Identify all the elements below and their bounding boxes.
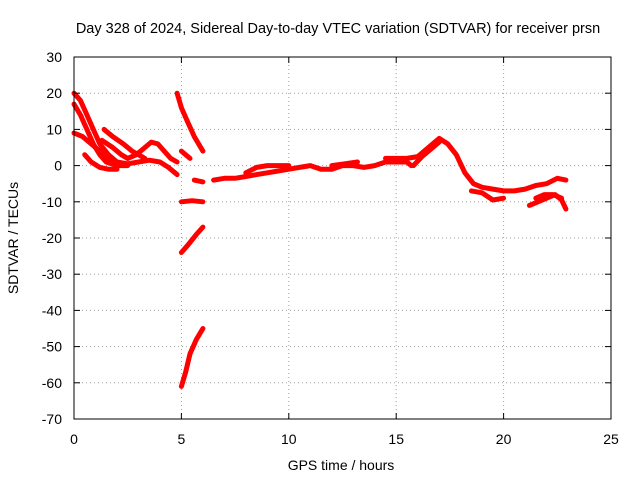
- x-axis-label: GPS time / hours: [288, 457, 395, 473]
- series-arc-18: [410, 139, 442, 169]
- series-arc-14: [211, 159, 414, 183]
- data-series: [71, 90, 569, 389]
- x-tick-label: 5: [178, 431, 186, 447]
- y-tick-label: -60: [42, 375, 62, 391]
- y-tick-label: 20: [46, 85, 62, 101]
- x-tick-label: 0: [70, 431, 78, 447]
- y-tick-label: -50: [42, 339, 62, 355]
- x-tick-label: 15: [388, 431, 404, 447]
- series-arc-12: [178, 326, 206, 389]
- y-tick-label: -70: [42, 411, 62, 427]
- y-tick-label: -20: [42, 230, 62, 246]
- grid: [74, 57, 611, 419]
- series-arc-15: [243, 163, 292, 176]
- series-arc-10: [178, 198, 206, 205]
- y-tick-label: 10: [46, 121, 62, 137]
- series-arc-3: [71, 130, 113, 165]
- x-tick-label: 25: [603, 431, 619, 447]
- series-arc-9: [178, 148, 193, 161]
- y-tick-label: 30: [46, 49, 62, 65]
- series-arc-5: [101, 126, 148, 161]
- series-arc-6: [99, 137, 131, 161]
- y-axis-label: SDTVAR / TECUs: [5, 182, 21, 294]
- series-arc-7: [125, 139, 180, 165]
- y-tick-label: -30: [42, 266, 62, 282]
- y-tick-label: -40: [42, 302, 62, 318]
- y-axis: 30 20 10 0 -10 -20 -30 -40 -50 -60 -70: [42, 49, 611, 427]
- x-tick-label: 20: [496, 431, 512, 447]
- series-arc-1: [71, 90, 180, 178]
- series-arc-19: [468, 188, 507, 203]
- series-arc-16: [329, 159, 360, 169]
- series-arc-4: [82, 152, 120, 172]
- series-arc-13: [191, 177, 206, 185]
- series-arc-8: [174, 90, 206, 154]
- series-arc-21: [533, 192, 565, 201]
- x-tick-label: 10: [281, 431, 297, 447]
- series-arc-11: [178, 224, 206, 255]
- y-tick-label: -10: [42, 194, 62, 210]
- x-axis: 0 5 10 15 20 25: [70, 57, 619, 447]
- chart-title: Day 328 of 2024, Sidereal Day-to-day VTE…: [76, 21, 600, 37]
- y-tick-label: 0: [54, 158, 62, 174]
- series-arc-17: [383, 135, 569, 194]
